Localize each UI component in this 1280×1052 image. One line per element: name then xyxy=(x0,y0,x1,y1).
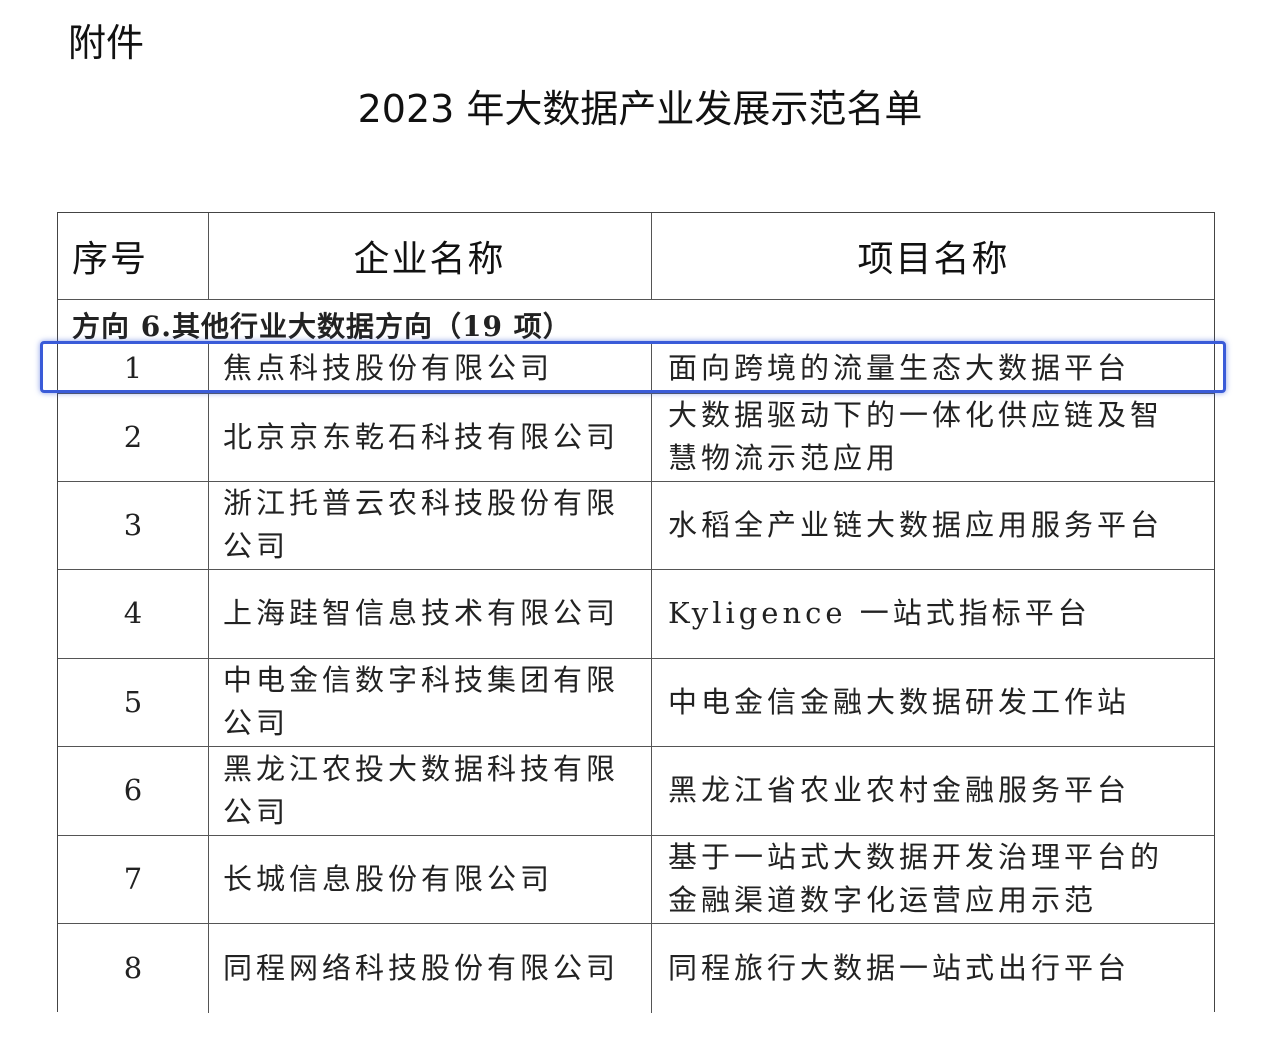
project-cell: 同程旅行大数据一站式出行平台 xyxy=(668,923,1208,1013)
project-cell: 大数据驱动下的一体化供应链及智 慧物流示范应用 xyxy=(668,393,1208,481)
company-text-line: 上海跬智信息技术有限公司 xyxy=(223,596,620,630)
company-cell: 焦点科技股份有限公司 xyxy=(223,343,643,393)
page-title: 2023 年大数据产业发展示范名单 xyxy=(357,87,923,131)
project-text-line: 中电金信金融大数据研发工作站 xyxy=(668,684,1131,719)
row-number: 6 xyxy=(123,773,143,807)
company-text-line: 黑龙江农投大数据科技有限 xyxy=(223,751,620,786)
project-cell: 黑龙江省农业农村金融服务平台 xyxy=(668,746,1208,835)
project-text-line: 面向跨境的流量生态大数据平台 xyxy=(668,350,1131,385)
company-cell: 长城信息股份有限公司 xyxy=(223,835,643,923)
column-divider xyxy=(651,213,652,299)
company-text-line: 公司 xyxy=(223,706,290,740)
project-text-line: 黑龙江省农业农村金融服务平台 xyxy=(668,773,1131,807)
company-cell: 黑龙江农投大数据科技有限 公司 xyxy=(223,746,643,835)
company-text-line: 长城信息股份有限公司 xyxy=(223,861,554,896)
project-text-line: 大数据驱动下的一体化供应链及智 xyxy=(668,398,1164,432)
company-text-line: 浙江托普云农科技股份有限 xyxy=(223,486,620,520)
company-cell: 上海跬智信息技术有限公司 xyxy=(223,569,643,658)
row-divider xyxy=(58,569,1214,570)
row-divider xyxy=(58,746,1214,747)
row-number: 1 xyxy=(123,350,143,385)
column-divider xyxy=(208,343,209,1013)
row-number: 5 xyxy=(123,684,143,719)
column-header: 项目名称 xyxy=(857,239,1010,280)
row-number: 8 xyxy=(123,950,143,985)
company-text-line: 北京京东乾石科技有限公司 xyxy=(223,419,620,454)
row-number: 7 xyxy=(123,861,143,896)
company-text-line: 公司 xyxy=(223,529,290,563)
row-divider xyxy=(58,658,1214,659)
row-divider xyxy=(58,299,1214,300)
company-cell: 中电金信数字科技集团有限 公司 xyxy=(223,658,643,746)
column-divider xyxy=(208,213,209,299)
column-divider xyxy=(651,343,652,1013)
project-text-line: Kyligence 一站式指标平台 xyxy=(668,596,1091,630)
column-header: 序号 xyxy=(72,239,149,280)
project-cell: Kyligence 一站式指标平台 xyxy=(668,569,1208,658)
project-text-line: 金融渠道数字化运营应用示范 xyxy=(668,883,1098,917)
column-header: 企业名称 xyxy=(353,239,506,280)
project-cell: 基于一站式大数据开发治理平台的 金融渠道数字化运营应用示范 xyxy=(668,835,1208,923)
project-cell: 中电金信金融大数据研发工作站 xyxy=(668,658,1208,746)
data-table: 序号 企业名称 项目名称方向 6.其他行业大数据方向（19 项） 1 焦点科技股份有限公… xyxy=(57,212,1215,1013)
company-cell: 北京京东乾石科技有限公司 xyxy=(223,393,643,481)
company-cell: 同程网络科技股份有限公司 xyxy=(223,923,643,1013)
company-text-line: 焦点科技股份有限公司 xyxy=(223,350,554,385)
row-divider xyxy=(58,481,1214,482)
project-text-line: 慧物流示范应用 xyxy=(668,441,900,475)
attachment-label: 附件 xyxy=(68,21,145,65)
company-text-line: 中电金信数字科技集团有限 xyxy=(223,663,620,697)
row-divider xyxy=(58,393,1214,394)
section-heading: 方向 6.其他行业大数据方向（19 项） xyxy=(72,310,572,343)
project-text-line: 同程旅行大数据一站式出行平台 xyxy=(668,950,1131,985)
project-cell: 水稻全产业链大数据应用服务平台 xyxy=(668,481,1208,569)
selection-highlight xyxy=(40,341,1226,393)
company-text-line: 同程网络科技股份有限公司 xyxy=(223,950,620,985)
project-text-line: 基于一站式大数据开发治理平台的 xyxy=(668,840,1164,874)
project-text-line: 水稻全产业链大数据应用服务平台 xyxy=(668,507,1164,542)
company-text-line: 公司 xyxy=(223,794,290,829)
row-divider xyxy=(58,835,1214,836)
project-cell: 面向跨境的流量生态大数据平台 xyxy=(668,343,1208,393)
row-number: 2 xyxy=(123,419,143,454)
company-cell: 浙江托普云农科技股份有限 公司 xyxy=(223,481,643,569)
row-number: 3 xyxy=(123,507,143,542)
row-divider xyxy=(58,923,1214,924)
row-number: 4 xyxy=(123,596,143,630)
